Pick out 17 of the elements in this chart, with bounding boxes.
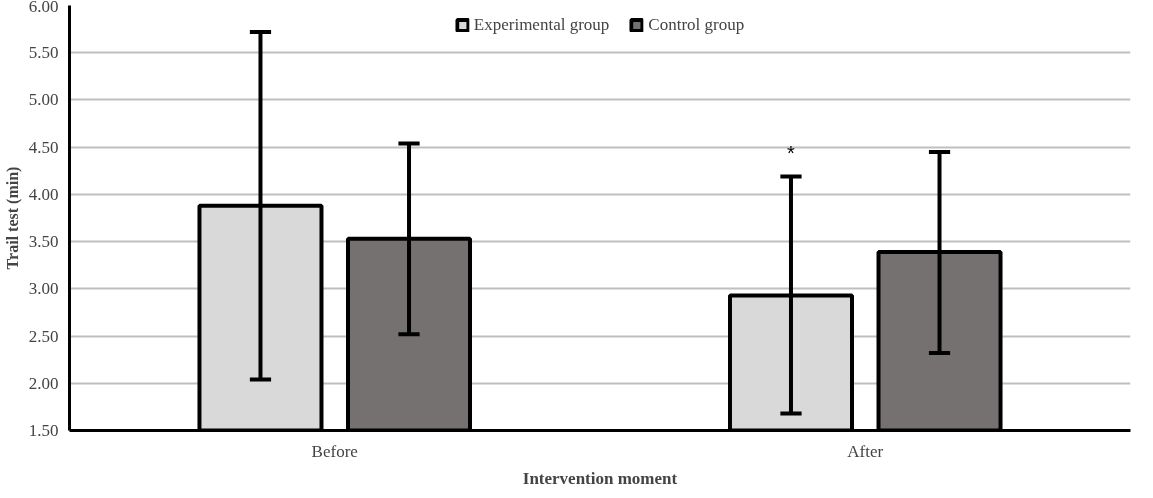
y-tick-label: 5.00 bbox=[28, 90, 59, 110]
y-tick-label: 5.50 bbox=[28, 43, 59, 63]
annotation: * bbox=[787, 142, 796, 165]
x-axis-title: Intervention moment bbox=[522, 468, 678, 488]
y-tick-label: 4.00 bbox=[28, 184, 59, 204]
y-axis-title: Trail test (min) bbox=[3, 166, 22, 270]
y-tick-label: 2.50 bbox=[28, 326, 59, 346]
y-tick-label: 3.00 bbox=[28, 279, 59, 299]
x-tick-label: After bbox=[847, 441, 884, 461]
y-tick-label: 2.00 bbox=[28, 373, 59, 393]
legend-label: Control group bbox=[648, 15, 745, 35]
x-tick-label: Before bbox=[311, 441, 358, 461]
y-tick-label: 1.50 bbox=[28, 421, 59, 440]
y-tick-label: 6.00 bbox=[28, 0, 59, 16]
y-tick-label: 4.50 bbox=[28, 137, 59, 157]
y-tick-label: 3.50 bbox=[28, 232, 59, 252]
legend-label: Experimental group bbox=[473, 15, 610, 35]
